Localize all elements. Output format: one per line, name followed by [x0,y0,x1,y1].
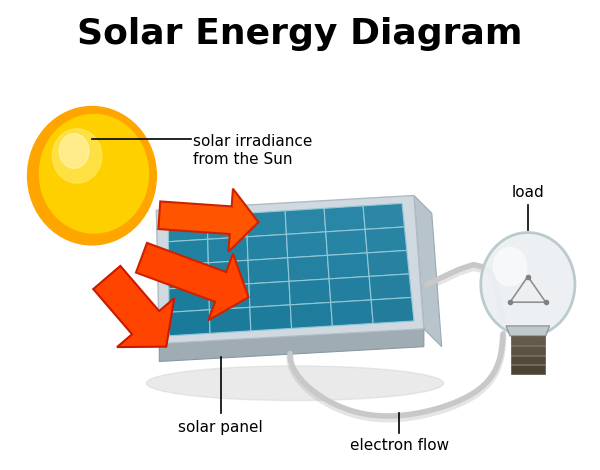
Text: electron flow: electron flow [350,438,449,453]
Polygon shape [331,300,373,326]
Polygon shape [371,298,414,323]
Polygon shape [169,310,210,336]
Polygon shape [160,329,424,361]
Polygon shape [365,227,407,253]
Polygon shape [136,243,248,321]
Ellipse shape [59,133,89,168]
Polygon shape [369,274,412,300]
Polygon shape [208,237,248,263]
FancyBboxPatch shape [511,345,545,354]
Text: Solar Energy Diagram: Solar Energy Diagram [77,17,523,51]
Polygon shape [289,279,331,305]
Polygon shape [286,232,328,258]
Polygon shape [250,305,292,331]
Text: solar panel: solar panel [178,420,263,435]
Polygon shape [506,326,550,336]
Text: solar irradiance
from the Sun: solar irradiance from the Sun [193,134,313,166]
Ellipse shape [52,129,102,183]
Polygon shape [169,263,209,289]
Polygon shape [249,282,290,307]
Polygon shape [208,260,249,286]
Polygon shape [414,196,442,347]
Polygon shape [247,235,288,260]
Polygon shape [288,255,329,282]
Polygon shape [290,302,332,329]
Ellipse shape [493,247,527,286]
Polygon shape [158,188,259,252]
Polygon shape [169,239,208,265]
Polygon shape [93,266,174,347]
Polygon shape [324,206,365,232]
Polygon shape [207,213,247,239]
Polygon shape [169,286,209,312]
Polygon shape [328,253,369,279]
Ellipse shape [146,366,443,400]
Polygon shape [285,208,326,235]
Polygon shape [209,307,251,333]
Polygon shape [363,204,404,229]
Polygon shape [209,284,250,310]
Polygon shape [367,251,409,276]
FancyBboxPatch shape [511,366,545,374]
FancyBboxPatch shape [511,356,545,364]
Polygon shape [329,276,371,302]
Ellipse shape [481,233,575,337]
FancyBboxPatch shape [511,336,545,345]
Polygon shape [157,196,424,344]
Polygon shape [168,216,208,242]
Ellipse shape [40,114,148,233]
Text: load: load [511,185,544,200]
Ellipse shape [28,107,157,245]
Polygon shape [246,211,286,237]
Polygon shape [326,229,367,255]
Polygon shape [248,258,289,284]
